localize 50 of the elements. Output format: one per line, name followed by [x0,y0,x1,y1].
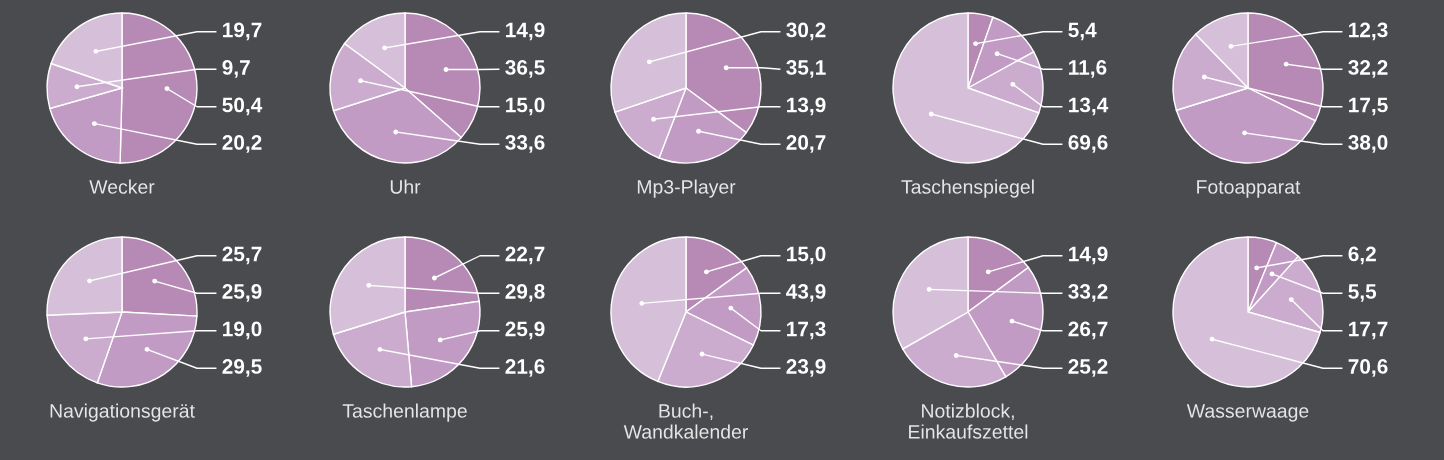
data-label: 33,2 [1068,284,1108,302]
text: Fotoapparat [1197,180,1301,198]
data-label: 12,3 [1349,22,1388,41]
text: Wasserwaage [1186,404,1309,422]
text: Taschenlampe [342,403,467,422]
data-label: 32,2 [1348,60,1388,78]
text: Notizblock, Einkaufszettel [909,403,1028,439]
data-label: 25,9 [505,321,545,340]
data-label: 9,7 [222,60,250,78]
data-label: 22,7 [505,246,545,265]
data-label: 15,0 [787,246,826,265]
data-label: 25,9 [222,284,262,302]
data-label: 21,6 [505,359,545,377]
data-label: 70,6 [1348,359,1388,377]
data-label: 13,9 [787,97,826,116]
data-label: 38,0 [1348,135,1388,153]
data-label: 17,5 [1349,97,1388,116]
data-label: 35,1 [786,60,826,78]
text: Navigationsgerät [50,403,195,422]
data-label: 14,9 [1069,246,1108,265]
data-label: 50,4 [222,97,263,116]
data-label: 5,4 [1068,22,1097,41]
data-label: 26,7 [1068,321,1108,340]
data-label: 43,9 [786,284,826,302]
data-label: 17,3 [787,321,826,340]
data-label: 11,6 [1069,60,1107,78]
data-label: 30,2 [786,22,826,41]
data-label: 29,8 [505,284,545,302]
data-label: 19,0 [223,321,262,340]
data-label: 15,0 [506,97,545,116]
data-label: 6,2 [1348,246,1376,265]
text: Taschenspiegel [901,179,1034,198]
data-label: 19,7 [223,22,262,41]
data-label: 13,4 [1069,97,1109,116]
data-label: 25,2 [1068,359,1108,377]
data-label: 29,5 [222,359,262,377]
data-label: 36,5 [505,60,545,78]
text: Buch-, Wandkalender [623,403,749,439]
text: Uhr [390,179,421,194]
data-label: 5,5 [1348,284,1377,302]
data-label: 20,7 [786,135,826,153]
data-label: 69,6 [1068,135,1108,153]
text: Mp3-Player [637,179,736,198]
text: Wecker [89,179,155,194]
data-label: 20,2 [222,135,262,153]
data-label: 17,7 [1349,321,1388,340]
data-label: 33,6 [505,135,545,153]
data-label: 25,7 [222,246,262,265]
data-label: 14,9 [506,22,545,41]
data-label: 23,9 [786,359,826,377]
